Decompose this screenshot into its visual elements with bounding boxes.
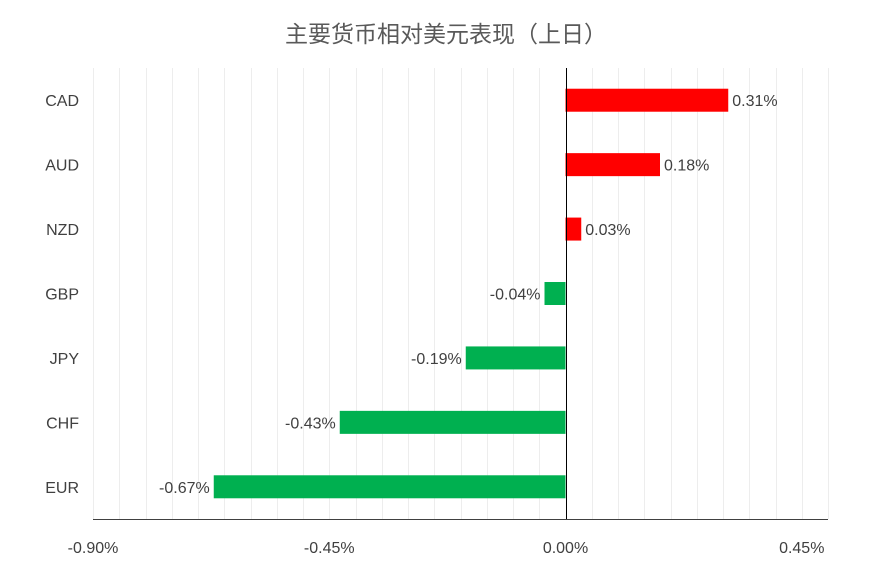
bar-jpy xyxy=(465,346,566,370)
x-tick-label: 0.45% xyxy=(779,540,824,557)
data-label: 0.18% xyxy=(664,158,709,175)
category-label: AUD xyxy=(45,158,79,175)
category-labels: CAD AUD NZD GBP JPY CHF EUR xyxy=(45,93,79,497)
data-label: -0.04% xyxy=(490,287,541,304)
category-label: JPY xyxy=(50,351,80,368)
x-tick-label: -0.45% xyxy=(304,540,355,557)
bar-gbp xyxy=(544,282,566,305)
chart-title: 主要货币相对美元表现（上日） xyxy=(285,22,607,48)
x-tick-label: 0.00% xyxy=(543,540,588,557)
data-label: 0.03% xyxy=(585,222,630,239)
x-tick-label: -0.90% xyxy=(68,540,119,557)
grid xyxy=(93,68,829,519)
bars xyxy=(213,88,729,499)
bar-nzd xyxy=(565,217,582,241)
category-label: EUR xyxy=(45,480,79,497)
bar-chf xyxy=(339,410,566,434)
data-label: 0.31% xyxy=(732,93,777,110)
category-label: CAD xyxy=(45,93,79,110)
category-label: CHF xyxy=(46,415,79,432)
category-label: GBP xyxy=(45,287,79,304)
category-label: NZD xyxy=(46,222,79,239)
bar-aud xyxy=(565,153,660,177)
data-label: -0.67% xyxy=(159,480,210,497)
data-labels: 0.31% 0.18% 0.03% -0.04% -0.19% -0.43% -0.67% xyxy=(159,93,778,497)
bar-cad xyxy=(565,88,729,112)
data-label: -0.43% xyxy=(285,415,336,432)
bar-eur xyxy=(213,475,566,499)
tick-labels: -0.90% -0.45% 0.00% 0.45% xyxy=(68,540,825,557)
data-label: -0.19% xyxy=(411,351,462,368)
